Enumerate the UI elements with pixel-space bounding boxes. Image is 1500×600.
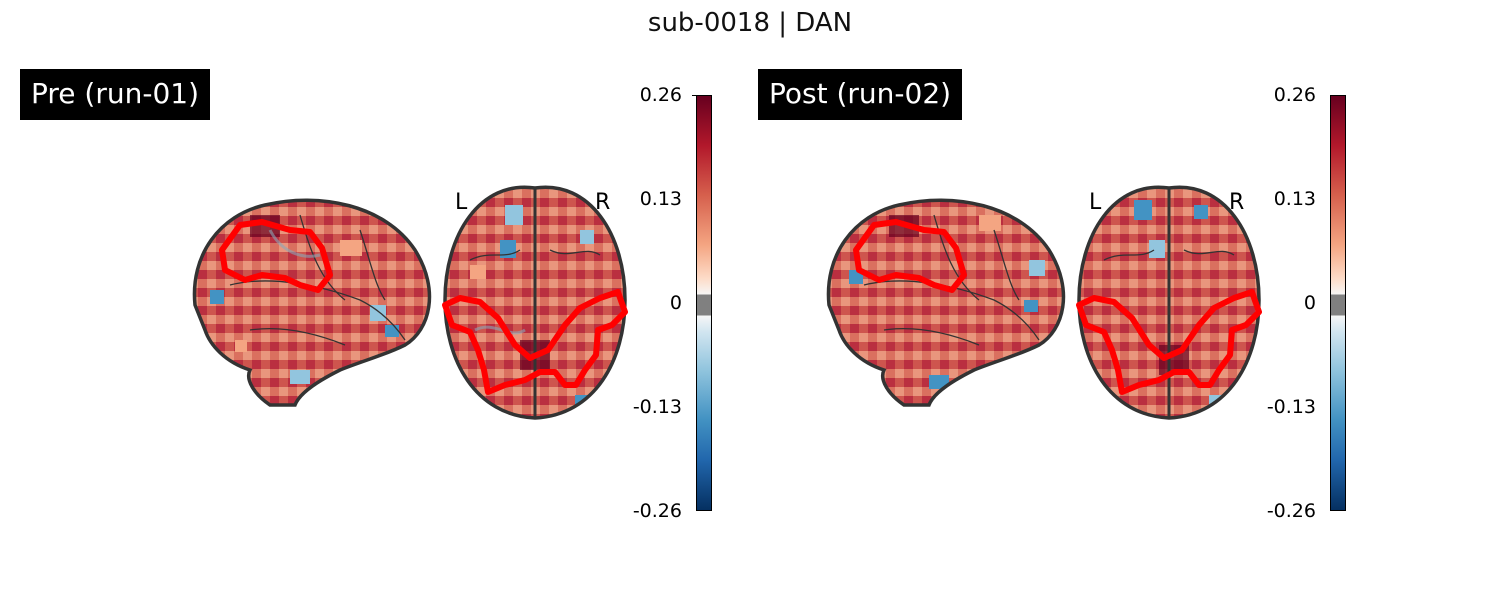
sagittal-roi-outline — [853, 219, 967, 293]
colorbar-tick-mid-pos: 0.13 — [639, 188, 682, 210]
right-hemisphere-marker: R — [1229, 190, 1245, 215]
colorbar-tick-min: -0.26 — [632, 500, 682, 522]
panel-label: Post (run-02) — [758, 69, 963, 120]
sagittal-view — [826, 198, 1066, 407]
figure-title: sub-0018 | DAN — [647, 8, 853, 38]
colorbar-tick-zero: 0 — [1303, 292, 1316, 314]
colorbar-tick-mid-neg: -0.13 — [632, 396, 682, 418]
panel-post: Post (run-02) — [634, 0, 1384, 600]
colorbar-tick-zero: 0 — [669, 292, 682, 314]
colorbar — [696, 95, 712, 511]
brain-glass-views — [826, 185, 1262, 420]
left-hemisphere-marker: L — [455, 190, 468, 215]
panel-pre: Pre (run-01) — [20, 69, 712, 522]
sagittal-view — [192, 198, 432, 407]
colorbar-tick-min: -0.26 — [1266, 500, 1316, 522]
panel-label: Pre (run-01) — [20, 69, 210, 120]
sagittal-roi-outline — [219, 219, 333, 293]
colorbar-tick-max: 0.26 — [1273, 84, 1316, 106]
sagittal-fill — [194, 200, 430, 405]
axial-view — [442, 185, 628, 420]
colorbar-tick-mid-pos: 0.13 — [1273, 188, 1316, 210]
brain-glass-views — [192, 185, 628, 420]
colorbar-tick-mid-neg: -0.13 — [1266, 396, 1316, 418]
axial-roi-outline — [442, 289, 628, 395]
axial-view — [1076, 185, 1262, 420]
axial-roi-outline — [1076, 289, 1262, 395]
colorbar — [1330, 95, 1346, 511]
right-hemisphere-marker: R — [595, 190, 611, 215]
colorbar-tick-max: 0.26 — [639, 84, 682, 106]
left-hemisphere-marker: L — [1089, 190, 1102, 215]
